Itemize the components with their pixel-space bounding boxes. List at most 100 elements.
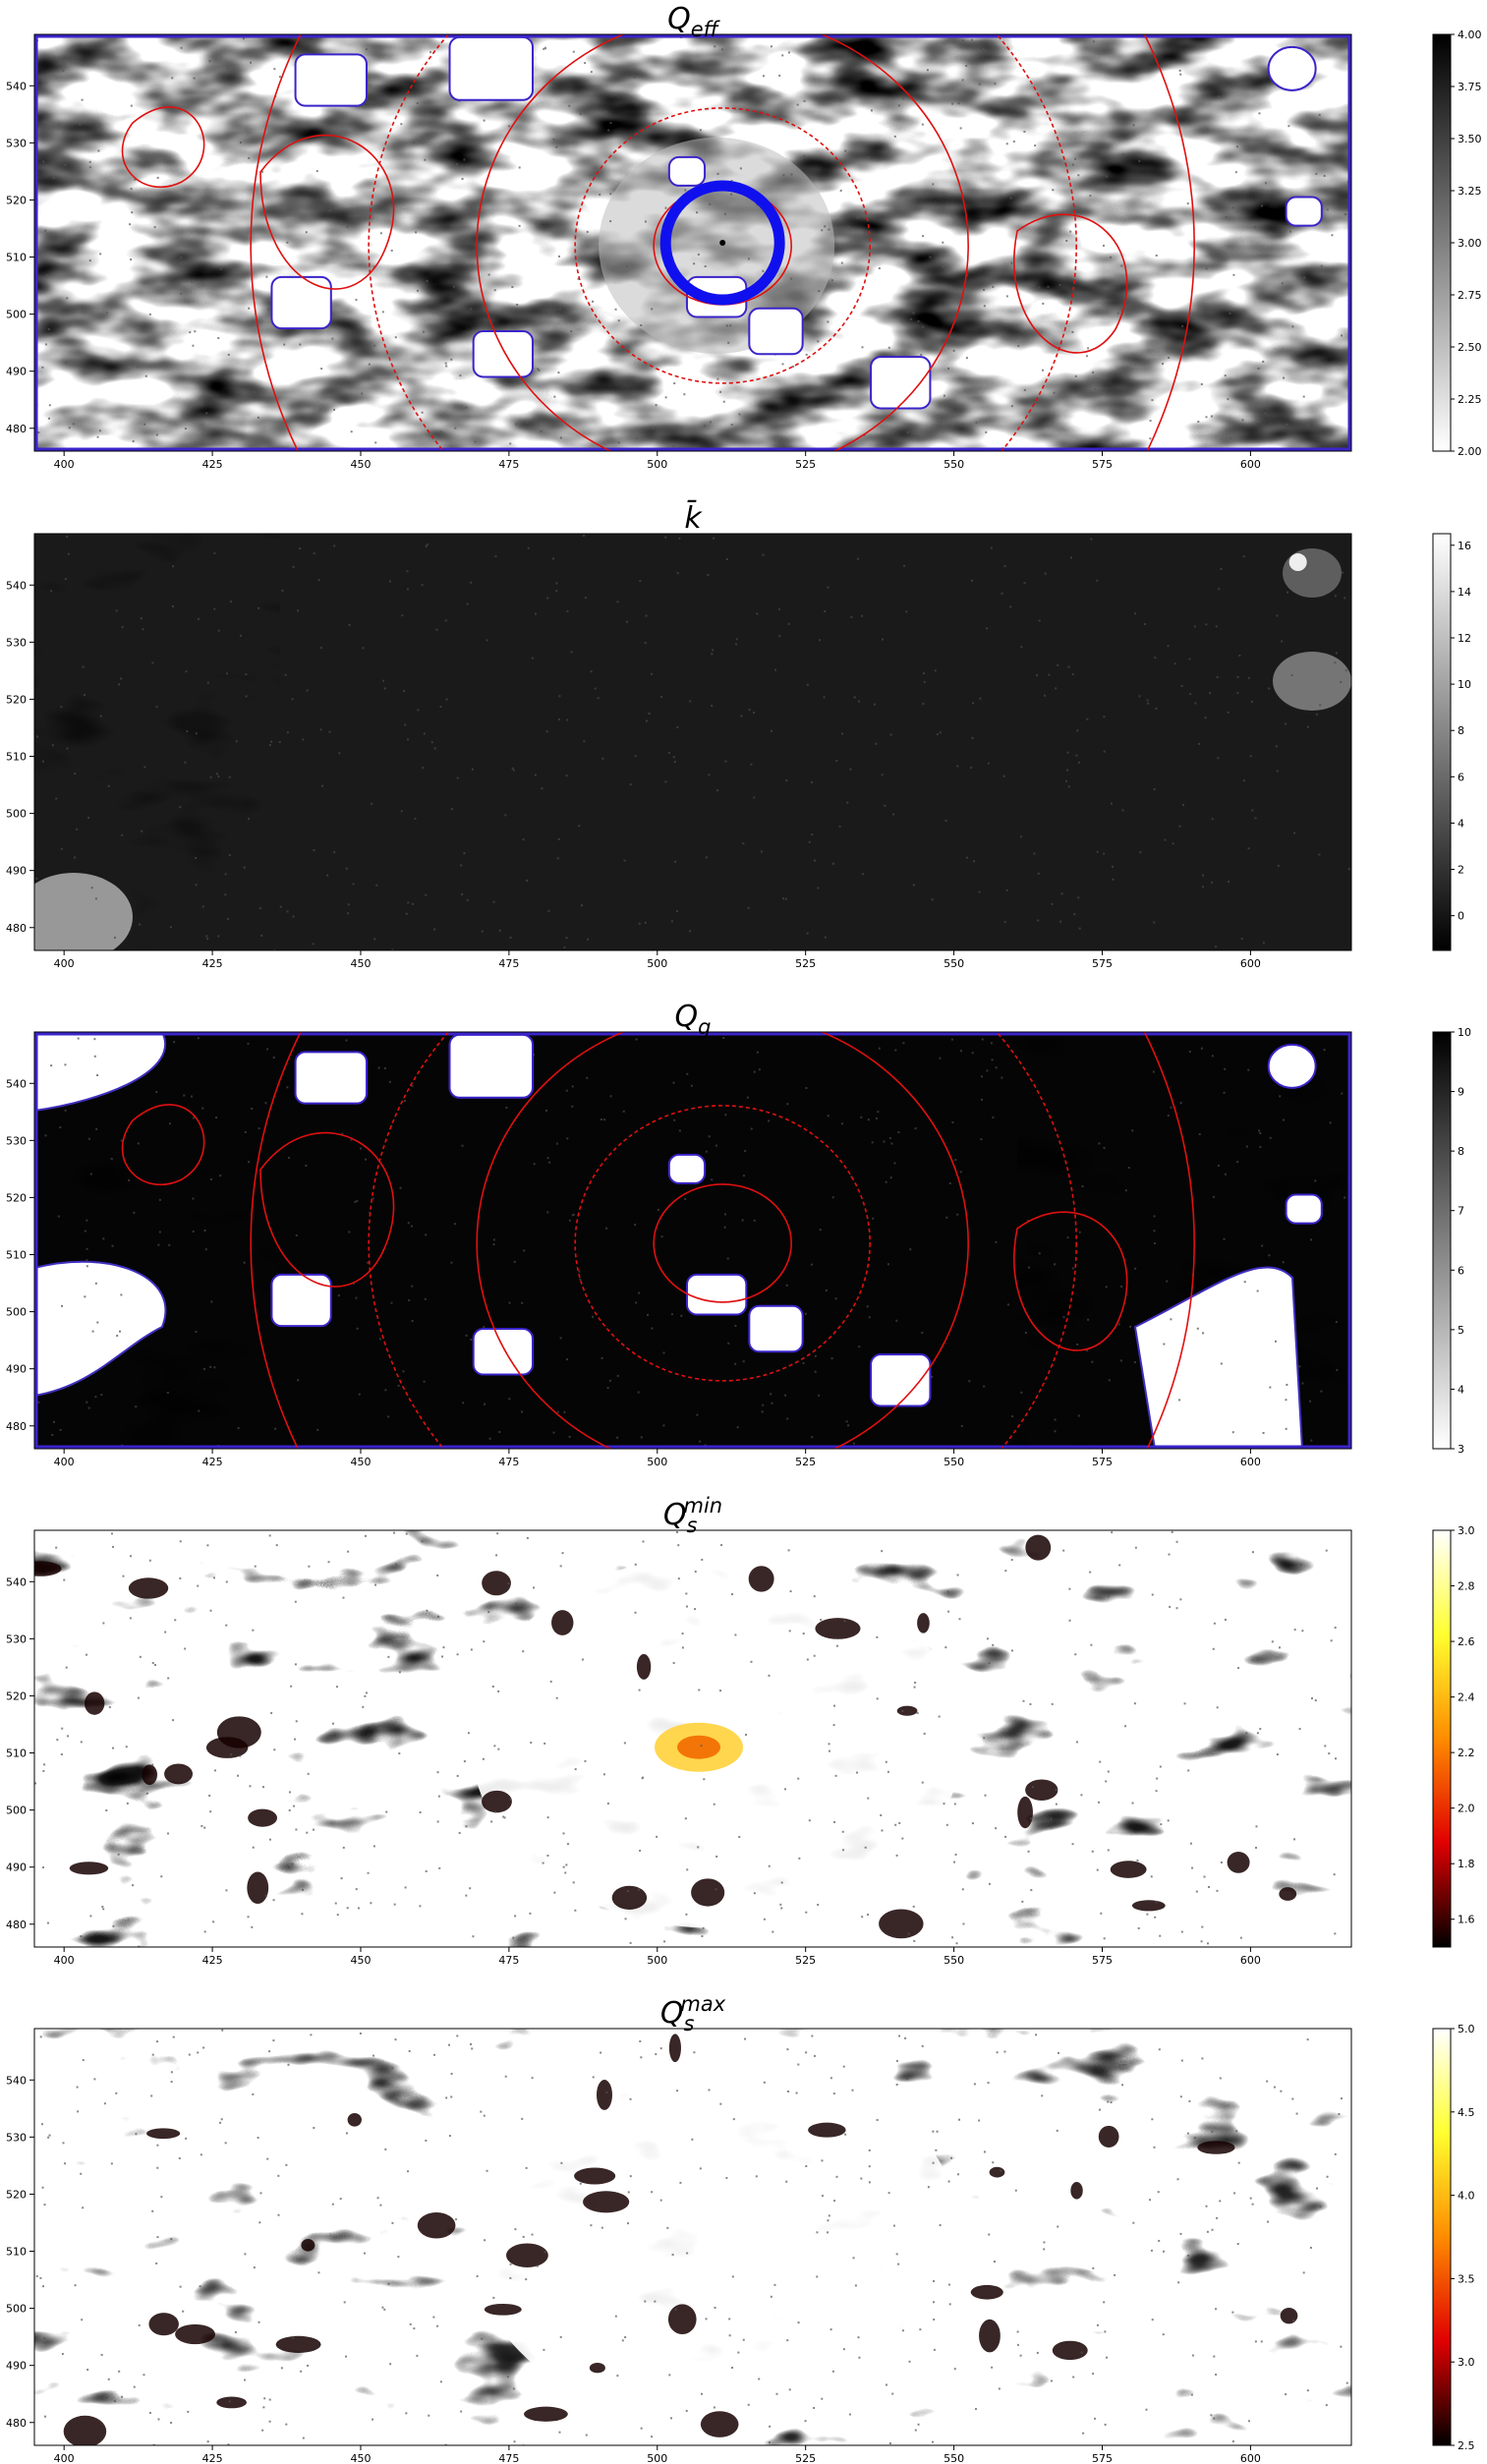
x-tick-label: 450 bbox=[350, 2452, 371, 2464]
red-contours bbox=[121, 1032, 1195, 1449]
colorbar-tick-label: 3.0 bbox=[1458, 2356, 1475, 2369]
colorbar-tick-label: 7 bbox=[1458, 1205, 1464, 1218]
colorbar-tick-label: 2 bbox=[1458, 864, 1464, 877]
x-tick-label: 600 bbox=[1240, 458, 1261, 471]
colorbar-tick-label: 1.6 bbox=[1458, 1914, 1475, 1926]
x-axis: 400 425 450 475 500 525 550 575 600 bbox=[54, 950, 1261, 970]
colorbar-tick-label: 2.00 bbox=[1458, 445, 1482, 458]
colorbar-tick-label: 3.0 bbox=[1458, 1524, 1475, 1537]
y-tick-label: 540 bbox=[6, 1077, 27, 1090]
colorbar-tick-label: 9 bbox=[1458, 1086, 1464, 1099]
x-tick-label: 550 bbox=[944, 957, 964, 970]
colorbar-tick-label: 10 bbox=[1458, 1026, 1471, 1039]
x-tick-label: 450 bbox=[350, 957, 371, 970]
y-tick-label: 510 bbox=[6, 2246, 27, 2259]
x-tick-label: 425 bbox=[202, 957, 223, 970]
masked-regions bbox=[34, 1032, 1304, 1449]
x-tick-label: 525 bbox=[795, 1456, 816, 1468]
plot-area bbox=[34, 2029, 1351, 2445]
y-tick-label: 490 bbox=[6, 865, 27, 878]
colorbar-tick-label: 10 bbox=[1458, 678, 1471, 691]
x-tick-label: 425 bbox=[202, 1954, 223, 1967]
colorbar-tick-label: 2.5 bbox=[1458, 2439, 1475, 2452]
y-tick-label: 520 bbox=[6, 2188, 27, 2201]
x-tick-label: 600 bbox=[1240, 1456, 1261, 1468]
heatmap-center-region bbox=[599, 137, 835, 354]
colorbar-tick-label: 12 bbox=[1458, 632, 1471, 645]
y-tick-label: 500 bbox=[6, 309, 27, 321]
colorbar-tick-label: 4.0 bbox=[1458, 2190, 1475, 2203]
x-tick-label: 450 bbox=[350, 1456, 371, 1468]
plot-frame bbox=[33, 533, 1352, 951]
y-tick-label: 510 bbox=[6, 1249, 27, 1262]
heatmap-left-structure bbox=[34, 534, 280, 950]
sample-dots bbox=[35, 34, 1351, 450]
x-tick-label: 475 bbox=[498, 458, 519, 471]
y-tick-label: 530 bbox=[6, 137, 27, 149]
y-axis: 480 490 500 510 520 530 540 bbox=[6, 579, 34, 935]
y-tick-label: 490 bbox=[6, 366, 27, 378]
colorbar-tick-label: 3.50 bbox=[1458, 133, 1482, 145]
colorbar-tick-label: 5 bbox=[1458, 1324, 1464, 1337]
plot-area bbox=[34, 1530, 1351, 1947]
x-tick-label: 550 bbox=[944, 1954, 964, 1967]
chart-title: Qsmax bbox=[660, 1992, 726, 2035]
plot-area bbox=[34, 1032, 1351, 1449]
y-tick-label: 500 bbox=[6, 1306, 27, 1319]
x-tick-label: 575 bbox=[1092, 458, 1113, 471]
y-tick-label: 480 bbox=[6, 2417, 27, 2430]
colorbar-tick-label: 3.5 bbox=[1458, 2272, 1475, 2285]
y-tick-label: 540 bbox=[6, 80, 27, 92]
y-tick-label: 500 bbox=[6, 1805, 27, 1817]
colorbar-tick-label: 4 bbox=[1458, 1383, 1464, 1396]
y-tick-label: 480 bbox=[6, 1420, 27, 1433]
colorbar-scale bbox=[1432, 533, 1452, 951]
x-tick-label: 575 bbox=[1092, 1456, 1113, 1468]
colorbar-scale bbox=[1432, 33, 1452, 452]
chart-title: k̄ bbox=[684, 500, 703, 536]
x-tick-label: 500 bbox=[647, 1954, 667, 1967]
x-tick-label: 475 bbox=[498, 957, 519, 970]
x-tick-label: 400 bbox=[54, 1954, 75, 1967]
y-tick-label: 540 bbox=[6, 1576, 27, 1588]
chart-title: Qg bbox=[675, 1000, 712, 1039]
x-axis: 400 425 450 475 500 525 550 575 600 bbox=[54, 2445, 1261, 2464]
x-tick-label: 450 bbox=[350, 1954, 371, 1967]
x-tick-label: 400 bbox=[54, 1456, 75, 1468]
colorbar-tick-label: 8 bbox=[1458, 1145, 1464, 1158]
y-tick-label: 520 bbox=[6, 1191, 27, 1204]
x-axis: 400 425 450 475 500 525 550 575 600 bbox=[54, 1947, 1261, 1967]
x-tick-label: 550 bbox=[944, 2452, 964, 2464]
x-tick-label: 425 bbox=[202, 458, 223, 471]
panel-2: 400 425 450 475 500 525 550 575 6004804905005105… bbox=[6, 500, 1471, 970]
x-tick-label: 400 bbox=[54, 957, 75, 970]
x-tick-label: 600 bbox=[1240, 1954, 1261, 1967]
plot-area bbox=[34, 34, 1351, 451]
panel-4: 400 425 450 475 500 525 550 575 600 480 490 500 510 5… bbox=[6, 1494, 1475, 1967]
plot-frame bbox=[33, 33, 1352, 452]
y-tick-label: 480 bbox=[6, 423, 27, 435]
y-tick-label: 490 bbox=[6, 2360, 27, 2373]
x-tick-label: 525 bbox=[795, 2452, 816, 2464]
plot-frame bbox=[33, 2028, 1352, 2446]
colorbar-tick-label: 3.00 bbox=[1458, 237, 1482, 250]
y-axis: 480 490 500 510 520 530 540 bbox=[6, 1077, 34, 1433]
x-tick-label: 400 bbox=[54, 458, 75, 471]
domain-boundary bbox=[34, 34, 1351, 451]
x-tick-label: 475 bbox=[498, 1954, 519, 1967]
panel-1: 400 425 450 475 500 525 550 575 600 480 490 500 510 5… bbox=[6, 2, 1482, 471]
colorbar: 2.5 3.0 3.5 4.0 4.5 5.0 bbox=[1432, 2023, 1475, 2452]
x-tick-label: 550 bbox=[944, 458, 964, 471]
colorbar: 3 4 5 6 7 8 9 10 bbox=[1432, 1026, 1471, 1456]
x-tick-label: 450 bbox=[350, 458, 371, 471]
dark-cores bbox=[63, 2034, 1298, 2445]
sample-dots bbox=[35, 534, 1350, 950]
x-tick-label: 425 bbox=[202, 2452, 223, 2464]
center-circle bbox=[659, 180, 785, 306]
x-tick-label: 425 bbox=[202, 1456, 223, 1468]
colorbar-tick-label: 2.0 bbox=[1458, 1803, 1475, 1815]
colorbar-tick-label: 4 bbox=[1458, 817, 1464, 830]
colorbar-tick-label: 4.00 bbox=[1458, 29, 1482, 41]
x-tick-label: 525 bbox=[795, 458, 816, 471]
y-tick-label: 480 bbox=[6, 1919, 27, 1931]
